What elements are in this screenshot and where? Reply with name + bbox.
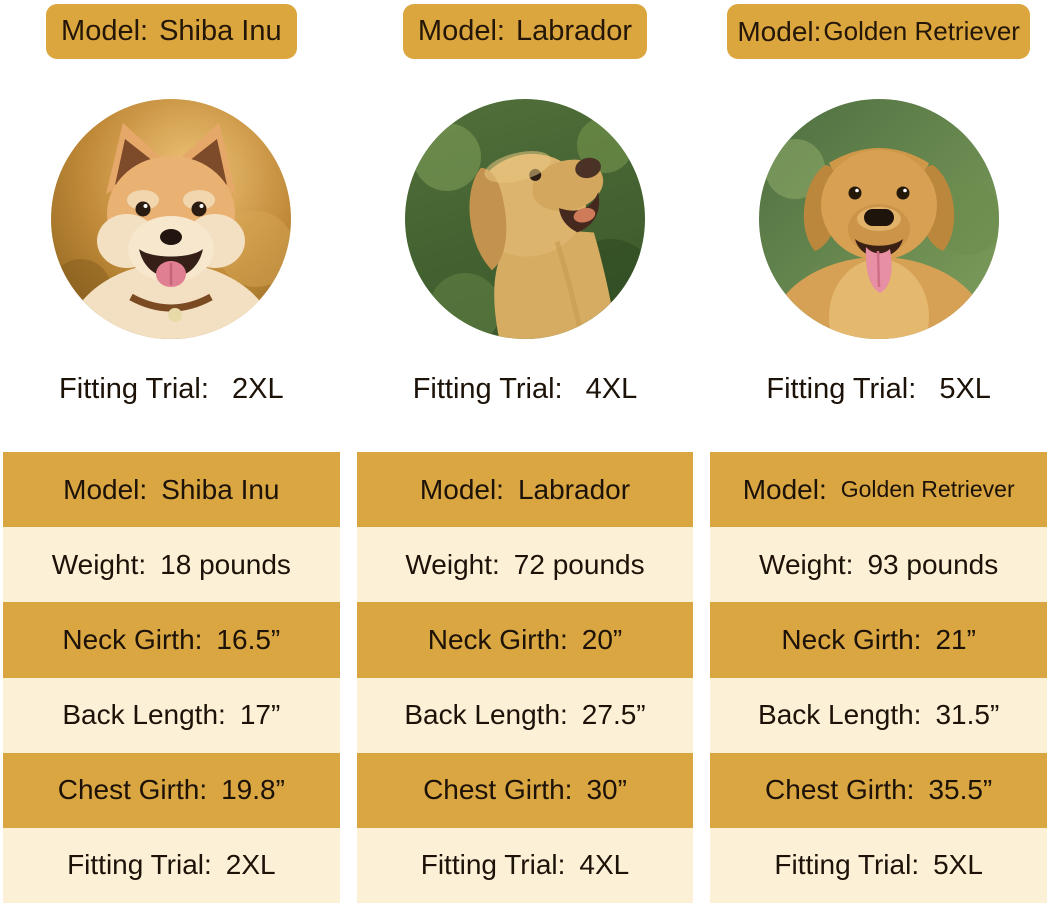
model-pill: Model: Shiba Inu xyxy=(46,4,297,59)
row-label: Chest Girth: xyxy=(57,774,208,806)
row-value: 4XL xyxy=(579,849,630,881)
row-value: 72 pounds xyxy=(513,548,645,580)
row-label: Weight: xyxy=(51,548,147,580)
size-table: Model: Golden Retriever Weight: 93 pound… xyxy=(710,452,1047,904)
row-value: 19.8” xyxy=(221,774,285,806)
model-pill: Model: Labrador xyxy=(402,4,648,59)
row-label: Weight: xyxy=(405,548,500,580)
size-table: Model: Labrador Weight: 72 pounds Neck G… xyxy=(356,452,694,904)
model-pill-value: Golden Retriever xyxy=(823,16,1020,46)
table-row-weight: Weight: 72 pounds xyxy=(356,527,694,603)
table-row-neck-girth: Neck Girth: 21” xyxy=(710,602,1047,678)
row-label: Neck Girth: xyxy=(62,623,203,655)
row-value: 31.5” xyxy=(935,699,1000,731)
row-label: Neck Girth: xyxy=(427,623,568,655)
table-row-fitting-trial: Fitting Trial: 5XL xyxy=(710,827,1047,904)
table-row-model: Model: Labrador xyxy=(356,452,694,528)
row-value: 35.5” xyxy=(928,774,993,806)
size-table: Model: Shiba Inu Weight: 18 pounds Neck … xyxy=(3,452,340,904)
row-label: Model: xyxy=(63,473,148,505)
table-row-back-length: Back Length: 27.5” xyxy=(356,677,694,753)
row-label: Fitting Trial: xyxy=(420,849,566,881)
row-label: Neck Girth: xyxy=(781,623,922,655)
row-value: 30” xyxy=(586,774,627,806)
table-row-chest-girth: Chest Girth: 19.8” xyxy=(3,752,340,828)
row-label: Back Length: xyxy=(758,699,922,731)
labrador-photo xyxy=(404,99,645,339)
row-value: 93 pounds xyxy=(867,548,999,580)
row-value: 20” xyxy=(581,623,623,655)
table-row-chest-girth: Chest Girth: 35.5” xyxy=(710,752,1047,828)
fitting-trial-line: Fitting Trial: 2XL xyxy=(59,373,284,406)
row-value: 21” xyxy=(935,623,976,655)
shiba-inu-illustration xyxy=(51,99,292,339)
model-pill-value: Shiba Inu xyxy=(159,15,282,47)
row-label: Fitting Trial: xyxy=(67,849,212,881)
row-value: Labrador xyxy=(517,473,631,505)
table-row-model: Model: Shiba Inu xyxy=(3,452,340,528)
model-pill-label: Model: xyxy=(737,15,822,47)
shiba-inu-photo xyxy=(51,99,292,339)
table-row-weight: Weight: 18 pounds xyxy=(3,527,340,603)
golden-retriever-illustration xyxy=(758,99,999,339)
table-row-neck-girth: Neck Girth: 16.5” xyxy=(3,602,340,678)
fitting-trial-value: 2XL xyxy=(231,373,284,405)
row-label: Back Length: xyxy=(404,699,568,731)
fitting-trial-label: Fitting Trial: xyxy=(59,373,209,405)
golden-retriever-photo xyxy=(758,99,999,339)
row-label: Fitting Trial: xyxy=(774,849,920,881)
table-row-fitting-trial: Fitting Trial: 2XL xyxy=(3,827,340,904)
column-labrador: Model: Labrador xyxy=(356,4,694,906)
fitting-trial-label: Fitting Trial: xyxy=(412,373,563,405)
row-label: Model: xyxy=(742,473,827,505)
table-row-weight: Weight: 93 pounds xyxy=(710,527,1047,603)
model-pill-label: Model: xyxy=(61,15,149,47)
row-label: Weight: xyxy=(759,548,854,580)
table-row-fitting-trial: Fitting Trial: 4XL xyxy=(356,827,694,904)
table-row-back-length: Back Length: 17” xyxy=(3,677,340,753)
fitting-trial-line: Fitting Trial: 5XL xyxy=(766,373,991,406)
fitting-trial-value: 4XL xyxy=(585,373,638,405)
row-label: Chest Girth: xyxy=(765,774,915,806)
row-value: Shiba Inu xyxy=(161,473,280,505)
model-pill-value: Labrador xyxy=(515,15,633,47)
labrador-illustration xyxy=(404,99,645,339)
row-value: 18 pounds xyxy=(160,548,291,580)
model-pill-label: Model: xyxy=(417,15,505,47)
row-value: Golden Retriever xyxy=(840,476,1015,503)
table-row-back-length: Back Length: 31.5” xyxy=(710,677,1047,753)
fitting-trial-label: Fitting Trial: xyxy=(766,373,917,405)
fitting-trial-line: Fitting Trial: 4XL xyxy=(413,373,638,406)
table-row-neck-girth: Neck Girth: 20” xyxy=(356,602,694,678)
row-value: 17” xyxy=(239,699,281,731)
row-value: 16.5” xyxy=(216,623,281,655)
row-value: 5XL xyxy=(933,849,983,881)
row-label: Back Length: xyxy=(62,699,226,731)
row-label: Chest Girth: xyxy=(423,774,573,806)
model-pill: Model: Golden Retriever xyxy=(727,4,1030,59)
table-row-chest-girth: Chest Girth: 30” xyxy=(356,752,694,828)
row-value: 27.5” xyxy=(581,699,646,731)
fitting-trial-value: 5XL xyxy=(939,373,991,405)
column-golden-retriever: Model: Golden Retriever xyxy=(710,4,1047,906)
table-row-model: Model: Golden Retriever xyxy=(710,452,1047,528)
column-shiba-inu: Model: Shiba Inu xyxy=(3,4,340,906)
row-label: Model: xyxy=(419,473,504,505)
row-value: 2XL xyxy=(225,849,276,881)
